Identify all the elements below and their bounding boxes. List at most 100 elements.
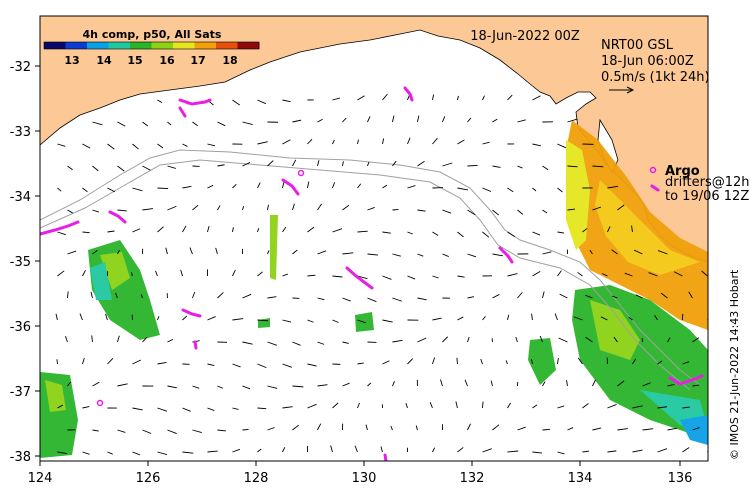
current-arrow [517,292,523,299]
current-arrow [382,319,393,323]
current-arrow [67,291,69,299]
current-arrow [180,269,183,277]
current-arrow [292,249,298,255]
current-arrow [635,294,643,299]
current-arrow [667,384,675,387]
current-arrow [682,361,690,365]
current-arrow [117,209,127,212]
current-arrow [142,165,151,171]
current-arrow [382,93,388,101]
current-arrow [207,143,215,147]
current-arrow [57,143,66,147]
current-arrow [415,425,418,431]
current-arrow [207,450,218,453]
current-arrow [332,275,343,278]
current-arrow [342,117,347,123]
current-arrow [432,357,436,365]
plot-frame [39,15,709,462]
current-arrow [330,445,333,453]
current-arrow [142,121,149,127]
current-arrow [192,291,196,299]
current-arrow [507,402,511,409]
current-arrow [467,336,470,343]
current-arrow [582,403,589,409]
y-axis: -32 -33 -34 -35 -36 -37 -38 [10,60,40,465]
argo-floats [96,166,657,407]
current-arrow [189,247,193,255]
x-axis: 124 126 128 130 132 134 136 [28,461,692,486]
current-arrow [92,249,98,255]
current-arrow [392,115,395,123]
current-arrow [357,95,365,101]
current-arrow [367,206,375,211]
current-arrow [215,247,218,255]
current-arrow [507,273,518,277]
current-arrow [282,447,286,453]
current-arrow [332,319,339,323]
current-arrow [57,270,65,277]
current-arrow [532,143,541,147]
current-arrow [532,187,537,192]
current-arrow [332,139,335,145]
current-arrow [357,230,368,233]
current-arrow [482,448,492,453]
current-arrow [267,250,270,255]
current-arrow [82,358,85,365]
current-arrow [482,231,490,238]
current-arrow [492,165,501,168]
current-arrow [267,427,275,431]
current-arrow [57,451,68,455]
current-arrow [117,250,120,255]
current-arrow [165,247,168,255]
current-arrow [592,427,602,431]
current-arrow [432,317,442,321]
current-arrow [517,119,526,123]
current-arrow [507,231,515,238]
current-arrow [132,187,143,192]
current-arrow [367,253,378,256]
current-arrow [192,385,200,389]
colorbar-segment [108,42,131,49]
current-arrow [407,185,416,189]
colorbar-tick-label: 18 [222,54,237,67]
current-arrow [317,384,328,387]
current-arrow [117,383,128,387]
current-arrow [257,228,260,233]
current-arrow [115,292,118,299]
current-arrow [367,297,377,303]
current-arrow [155,270,158,277]
current-arrow [432,231,439,236]
current-arrow [90,291,93,299]
current-arrow [232,183,237,189]
current-arrow [57,187,62,192]
current-arrow [192,121,198,127]
current-arrow [567,165,578,168]
current-arrow [532,231,541,236]
y-tick-label: -37 [10,385,31,400]
current-arrow [582,450,590,453]
current-arrow [507,314,510,321]
current-arrow [92,209,100,213]
current-arrow [167,385,177,389]
current-arrow [282,226,287,233]
current-arrow [182,185,192,189]
current-arrow [82,231,90,234]
current-arrow [232,99,240,106]
current-arrow [632,449,643,453]
current-arrow [82,143,91,149]
current-arrow [182,407,191,412]
argo-float [649,166,657,174]
current-arrow [167,121,172,126]
current-arrow [92,121,103,126]
current-arrow [613,336,618,343]
current-arrow [357,319,366,324]
current-arrow [432,275,439,279]
current-arrow [57,404,64,409]
current-arrow [542,381,546,387]
current-arrow [467,253,477,258]
current-arrow [392,380,395,387]
current-arrow [182,143,188,147]
current-arrow [492,424,500,431]
current-arrow [467,423,471,431]
x-tick-label: 134 [568,471,593,486]
